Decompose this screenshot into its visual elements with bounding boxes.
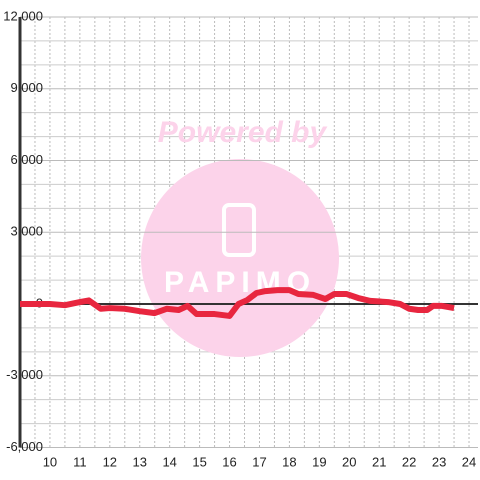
y-tick-label: 9,000 [10,80,43,95]
x-tick-label: 10 [43,454,57,469]
y-tick-label: 12,000 [3,8,43,23]
y-tick-label: 6,000 [10,152,43,167]
x-tick-label: 13 [133,454,147,469]
x-tick-label: 14 [162,454,176,469]
x-tick-label: 15 [192,454,206,469]
x-tick-label: 17 [252,454,266,469]
x-tick-label: 24 [462,454,476,469]
data-line [20,287,455,319]
watermark-text: Powered by [158,116,328,149]
x-tick-label: 11 [73,454,87,469]
y-tick-label: -3,000 [6,367,43,382]
x-tick-label: 23 [432,454,446,469]
x-tick-label: 21 [372,454,386,469]
watermark-icon [222,203,256,257]
x-tick-label: 19 [312,454,326,469]
watermark-logo: papimo [164,266,316,299]
x-tick-label: 18 [282,454,296,469]
x-tick-label: 12 [103,454,117,469]
x-tick-label: 22 [402,454,416,469]
x-tick-label: 20 [342,454,356,469]
x-tick-label: 16 [222,454,236,469]
watermark-circle [141,159,339,357]
y-tick-label: 3,000 [10,224,43,239]
y-tick-label: -6,000 [6,439,43,454]
